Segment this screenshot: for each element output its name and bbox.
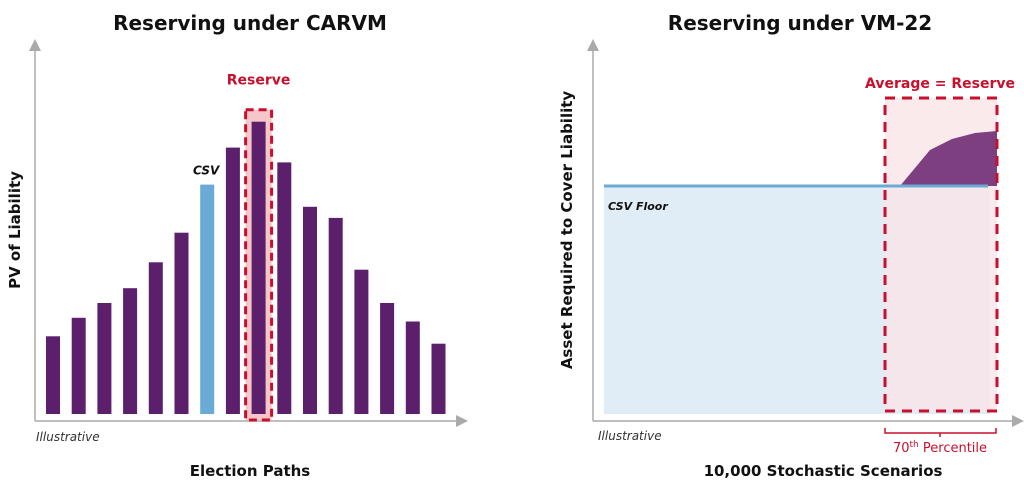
percentile-label: 70th Percentile [893, 440, 987, 456]
bar [380, 303, 395, 414]
x-axis-label: Election Paths [190, 462, 311, 480]
vm22-chart: Reserving under VM-22 CSV Floor Average … [558, 11, 1024, 480]
bar [174, 232, 189, 414]
bar [354, 269, 369, 414]
carvm-chart: Reserving under CARVM PV of Liability El… [6, 11, 468, 480]
reserve-label: Reserve [227, 73, 291, 89]
csv-floor-label: CSV Floor [608, 200, 668, 213]
illustrative-note: Illustrative [598, 429, 662, 443]
y-axis-label: Asset Required to Cover Liability [558, 91, 576, 370]
percentile-bracket [884, 428, 997, 437]
excess-liability-area [900, 131, 997, 186]
bar [123, 288, 138, 414]
bar [148, 262, 163, 414]
reserve-bar [251, 121, 266, 414]
bar [328, 217, 343, 414]
y-axis-label: PV of Liability [6, 171, 24, 289]
reserve-box [883, 96, 999, 413]
bar [46, 336, 60, 414]
bars [46, 121, 446, 414]
carvm-title: Reserving under CARVM [113, 11, 387, 35]
csv-bar [200, 184, 215, 414]
csv-label: CSV [193, 164, 221, 178]
average-reserve-label: Average = Reserve [865, 76, 1015, 92]
illustrative-note: Illustrative [36, 430, 100, 444]
x-axis-label: 10,000 Stochastic Scenarios [704, 462, 943, 480]
bar [225, 147, 240, 414]
vm22-title: Reserving under VM-22 [668, 11, 932, 35]
bar [405, 321, 420, 414]
bar [97, 303, 112, 414]
reserve-box [244, 108, 274, 422]
bar [303, 206, 317, 414]
bar [431, 343, 446, 414]
bar [277, 162, 292, 414]
bar [71, 317, 86, 414]
